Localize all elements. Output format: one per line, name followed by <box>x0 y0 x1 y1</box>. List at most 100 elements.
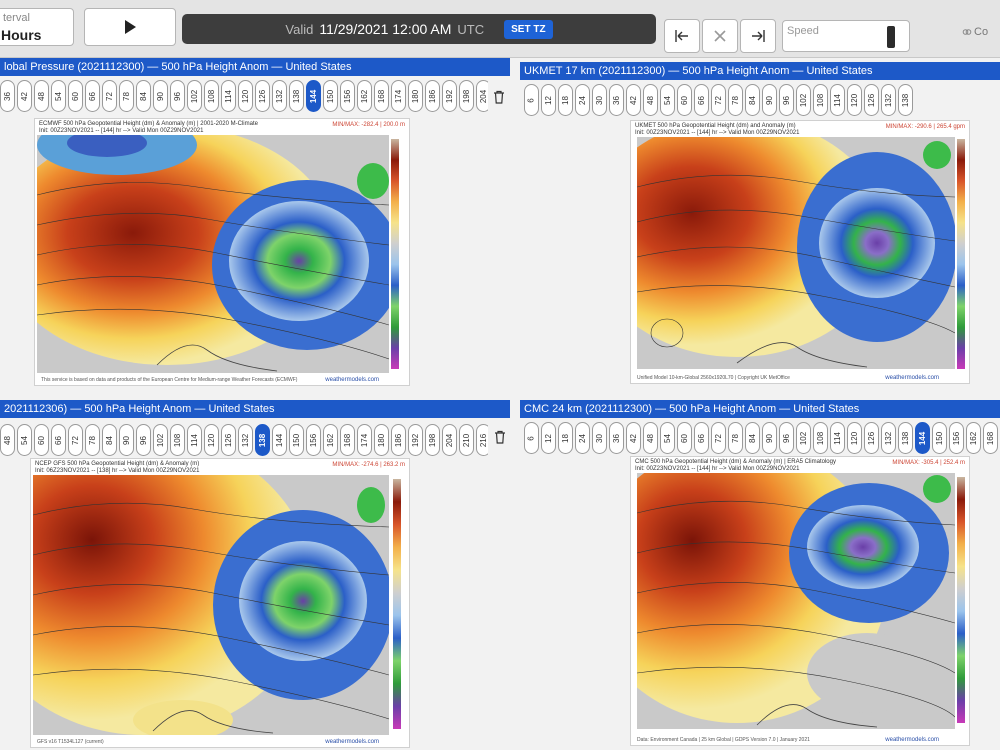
forecast-hour-pill[interactable]: 36 <box>609 84 624 116</box>
forecast-hour-pill[interactable]: 78 <box>85 424 100 456</box>
forecast-hour-pill[interactable]: 96 <box>779 422 794 454</box>
forecast-hour-pill[interactable]: 204 <box>442 424 457 456</box>
forecast-hour-pill[interactable]: 138 <box>898 84 913 116</box>
forecast-hour-pill[interactable]: 150 <box>289 424 304 456</box>
forecast-hour-pill[interactable]: 84 <box>102 424 117 456</box>
forecast-hour-pill[interactable]: 84 <box>745 422 760 454</box>
forecast-hour-pill[interactable]: 84 <box>136 80 151 112</box>
forecast-hour-pill[interactable]: 114 <box>830 422 845 454</box>
speed-slider[interactable]: Speed <box>782 20 910 52</box>
forecast-hour-pill[interactable]: 66 <box>694 84 709 116</box>
forecast-hour-pill[interactable]: 42 <box>17 80 32 112</box>
trash-icon[interactable] <box>493 90 505 104</box>
forecast-hour-pill[interactable]: 150 <box>323 80 338 112</box>
forecast-hour-pill[interactable]: 186 <box>391 424 406 456</box>
forecast-hour-pill[interactable]: 156 <box>306 424 321 456</box>
trash-icon[interactable] <box>494 430 506 444</box>
forecast-hour-pill[interactable]: 156 <box>949 422 964 454</box>
forecast-hour-pill[interactable]: 48 <box>0 424 15 456</box>
forecast-hour-pill[interactable]: 72 <box>711 422 726 454</box>
forecast-hour-pill[interactable]: 174 <box>357 424 372 456</box>
forecast-hour-pill[interactable]: 102 <box>796 422 811 454</box>
forecast-hour-pill[interactable]: 54 <box>660 84 675 116</box>
forecast-hour-pill[interactable]: 96 <box>170 80 185 112</box>
forecast-hour-pill[interactable]: 198 <box>425 424 440 456</box>
forecast-hour-pill[interactable]: 180 <box>408 80 423 112</box>
forecast-hour-pill[interactable]: 54 <box>660 422 675 454</box>
forecast-hour-pill[interactable]: 168 <box>983 422 998 454</box>
forecast-hour-pill[interactable]: 144 <box>915 422 930 454</box>
forecast-hour-pill[interactable]: 18 <box>558 84 573 116</box>
forecast-hour-pill[interactable]: 102 <box>187 80 202 112</box>
forecast-hour-pill[interactable]: 132 <box>272 80 287 112</box>
first-frame-button[interactable] <box>664 19 700 53</box>
forecast-hour-pill[interactable]: 126 <box>221 424 236 456</box>
forecast-hour-pill[interactable]: 78 <box>728 422 743 454</box>
forecast-hour-pill[interactable]: 78 <box>728 84 743 116</box>
forecast-hour-pill[interactable]: 18 <box>558 422 573 454</box>
forecast-hour-pill[interactable]: 54 <box>17 424 32 456</box>
forecast-hour-pill[interactable]: 138 <box>255 424 270 456</box>
forecast-hour-pill[interactable]: 204 <box>476 80 488 112</box>
forecast-hour-pill[interactable]: 162 <box>323 424 338 456</box>
forecast-hour-pill[interactable]: 126 <box>864 84 879 116</box>
speed-slider-handle[interactable] <box>887 26 895 48</box>
forecast-hour-pill[interactable]: 36 <box>0 80 15 112</box>
forecast-hour-pill[interactable]: 168 <box>340 424 355 456</box>
forecast-hour-pill[interactable]: 36 <box>609 422 624 454</box>
forecast-hour-pill[interactable]: 72 <box>68 424 83 456</box>
forecast-hour-pill[interactable]: 84 <box>745 84 760 116</box>
forecast-hour-pill[interactable]: 150 <box>932 422 947 454</box>
forecast-hour-pill[interactable]: 192 <box>442 80 457 112</box>
forecast-hour-pill[interactable]: 60 <box>34 424 49 456</box>
forecast-hour-pill[interactable]: 108 <box>170 424 185 456</box>
forecast-hour-pill[interactable]: 90 <box>762 422 777 454</box>
forecast-hour-pill[interactable]: 216 <box>476 424 488 456</box>
last-frame-button[interactable] <box>740 19 776 53</box>
forecast-hour-pill[interactable]: 126 <box>255 80 270 112</box>
forecast-hour-pill[interactable]: 102 <box>796 84 811 116</box>
clear-button[interactable] <box>702 19 738 53</box>
forecast-hour-pill[interactable]: 162 <box>966 422 981 454</box>
forecast-hour-pill[interactable]: 162 <box>357 80 372 112</box>
forecast-hour-pill[interactable]: 138 <box>289 80 304 112</box>
forecast-hour-pill[interactable]: 6 <box>524 422 539 454</box>
forecast-hour-pill[interactable]: 120 <box>238 80 253 112</box>
forecast-hour-pill[interactable]: 120 <box>204 424 219 456</box>
forecast-hour-pill[interactable]: 96 <box>136 424 151 456</box>
forecast-hour-pill[interactable]: 132 <box>238 424 253 456</box>
forecast-hour-pill[interactable]: 90 <box>762 84 777 116</box>
set-tz-button[interactable]: SET TZ <box>504 19 553 39</box>
forecast-hour-pill[interactable]: 108 <box>204 80 219 112</box>
forecast-hour-pill[interactable]: 168 <box>374 80 389 112</box>
forecast-hour-pill[interactable]: 54 <box>51 80 66 112</box>
forecast-hour-pill[interactable]: 114 <box>187 424 202 456</box>
forecast-hour-pill[interactable]: 198 <box>459 80 474 112</box>
forecast-hour-pill[interactable]: 66 <box>694 422 709 454</box>
forecast-hour-pill[interactable]: 156 <box>340 80 355 112</box>
forecast-hour-pill[interactable]: 72 <box>102 80 117 112</box>
forecast-hour-pill[interactable]: 66 <box>85 80 100 112</box>
forecast-hour-pill[interactable]: 108 <box>813 422 828 454</box>
forecast-hour-pill[interactable]: 42 <box>626 84 641 116</box>
forecast-hour-pill[interactable]: 90 <box>153 80 168 112</box>
forecast-hour-pill[interactable]: 174 <box>391 80 406 112</box>
forecast-hour-pill[interactable]: 132 <box>881 422 896 454</box>
forecast-hour-pill[interactable]: 96 <box>779 84 794 116</box>
forecast-hour-pill[interactable]: 6 <box>524 84 539 116</box>
forecast-hour-pill[interactable]: 102 <box>153 424 168 456</box>
forecast-hour-pill[interactable]: 24 <box>575 422 590 454</box>
forecast-hour-pill[interactable]: 120 <box>847 422 862 454</box>
forecast-hour-pill[interactable]: 12 <box>541 422 556 454</box>
forecast-hour-pill[interactable]: 12 <box>541 84 556 116</box>
forecast-hour-pill[interactable]: 114 <box>830 84 845 116</box>
forecast-hour-pill[interactable]: 72 <box>711 84 726 116</box>
forecast-hour-pill[interactable]: 78 <box>119 80 134 112</box>
play-button[interactable] <box>84 8 176 46</box>
forecast-hour-pill[interactable]: 144 <box>306 80 321 112</box>
forecast-hour-pill[interactable]: 60 <box>68 80 83 112</box>
forecast-hour-pill[interactable]: 30 <box>592 422 607 454</box>
forecast-hour-pill[interactable]: 144 <box>272 424 287 456</box>
forecast-hour-pill[interactable]: 108 <box>813 84 828 116</box>
forecast-hour-pill[interactable]: 138 <box>898 422 913 454</box>
